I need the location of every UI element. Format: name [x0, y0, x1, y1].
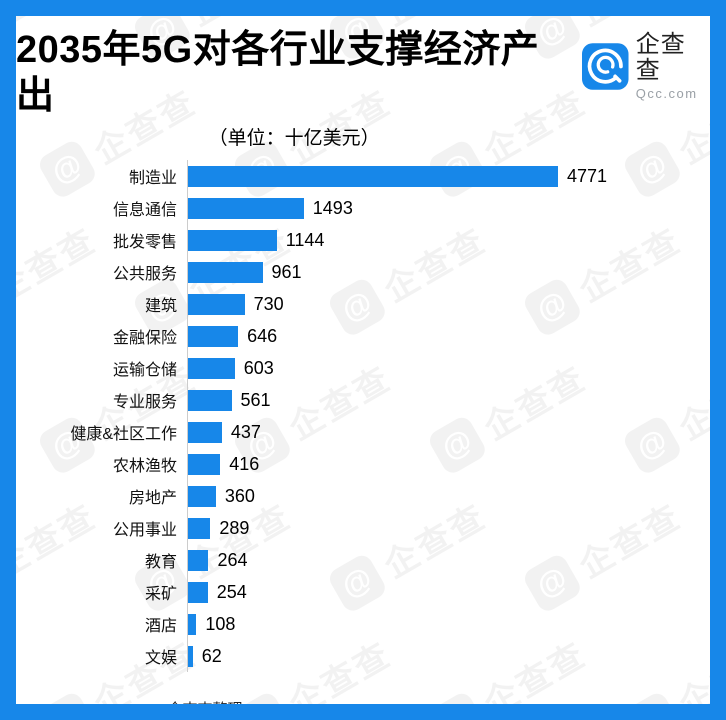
bar: [188, 229, 277, 251]
bar-track: 254: [187, 576, 710, 609]
category-label: 采矿: [144, 586, 177, 604]
value-label: 1493: [312, 197, 353, 218]
value-label: 1144: [285, 229, 325, 250]
bar-row: 建筑 730: [16, 288, 710, 321]
category-label: 金融保险: [112, 330, 177, 348]
bar-track: 730: [187, 288, 710, 321]
value-label: 416: [229, 453, 260, 474]
bar-row: 制造业 4771: [16, 160, 710, 193]
bar: [188, 421, 222, 443]
category-label: 建筑: [144, 298, 177, 316]
category-label: 文娱: [144, 650, 177, 668]
category-label: 农林渔牧: [112, 458, 177, 476]
bar-row: 农林渔牧 416: [16, 448, 710, 481]
bar-row: 酒店 108: [16, 608, 710, 641]
bar: [188, 613, 197, 635]
bar-track: 1144: [187, 224, 710, 257]
category-label: 教育: [144, 554, 177, 572]
bar: [188, 453, 221, 475]
source-note: Source：IHS，企查查整理，2021.02: [65, 698, 710, 704]
bar-row: 公用事业 289: [16, 512, 710, 545]
category-label: 健康&社区工作: [70, 426, 177, 444]
bar-row: 健康&社区工作 437: [16, 416, 710, 449]
bar-row: 批发零售 1144: [16, 224, 710, 257]
value-label: 264: [217, 549, 248, 570]
bar-chart: 制造业 4771 信息通信 1493 批发零售 1144 公共服务 961 建筑 730 金融保险 6…: [16, 160, 710, 673]
bar: [188, 485, 216, 507]
value-label: 561: [240, 389, 271, 410]
bar: [188, 389, 232, 411]
bar-row: 文娱 62: [16, 640, 710, 673]
bar: [188, 549, 209, 571]
category-label: 制造业: [128, 170, 177, 188]
title-block: 2035年5G对各行业支撑经济产出 （单位：十亿美元）: [16, 28, 572, 150]
bar: [188, 517, 211, 539]
bar-track: 360: [187, 480, 710, 513]
bar-track: 646: [187, 320, 710, 353]
bar-row: 信息通信 1493: [16, 192, 710, 225]
bar: [188, 197, 304, 219]
value-label: 437: [230, 421, 261, 442]
bar-row: 运输仓储 603: [16, 352, 710, 385]
bar-track: 108: [187, 608, 710, 641]
header: 2035年5G对各行业支撑经济产出 （单位：十亿美元） 企查查: [16, 28, 710, 150]
bar-row: 公共服务 961: [16, 256, 710, 289]
value-label: 108: [205, 613, 236, 634]
value-label: 646: [247, 325, 278, 346]
bar-track: 1493: [187, 192, 710, 225]
category-label: 房地产: [128, 490, 177, 508]
bar-rows: 制造业 4771 信息通信 1493 批发零售 1144 公共服务 961 建筑 730 金融保险 6…: [16, 160, 710, 673]
value-label: 360: [224, 485, 255, 506]
bar-track: 62: [187, 640, 710, 673]
category-label: 专业服务: [112, 394, 177, 412]
bar: [188, 165, 558, 187]
value-label: 961: [271, 261, 302, 282]
bar: [188, 645, 193, 667]
category-label: 公共服务: [112, 266, 177, 284]
category-label: 运输仓储: [112, 362, 177, 380]
bar-track: 264: [187, 544, 710, 577]
value-label: 603: [243, 357, 274, 378]
bar-row: 专业服务 561: [16, 384, 710, 417]
bar-row: 房地产 360: [16, 480, 710, 513]
category-label: 信息通信: [112, 202, 177, 220]
qcc-logo-name: 企查查: [635, 31, 686, 85]
bar-row: 金融保险 646: [16, 320, 710, 353]
qcc-logo-text: 企查查 Qcc.com: [635, 31, 710, 101]
category-label: 公用事业: [112, 522, 177, 540]
value-label: 62: [201, 645, 222, 666]
bar-track: 961: [187, 256, 710, 289]
category-label: 酒店: [144, 618, 177, 636]
chart-title: 2035年5G对各行业支撑经济产出: [16, 29, 540, 117]
bar: [188, 357, 235, 379]
chart-subtitle: （单位：十亿美元）: [208, 128, 380, 150]
bar: [188, 261, 263, 283]
qcc-logo: 企查查 Qcc.com: [582, 31, 710, 101]
bar-track: 416: [187, 448, 710, 481]
value-label: 254: [216, 581, 247, 602]
bar-track: 4771: [187, 160, 710, 193]
chart-card: @企查查@企查查@企查查@企查查@企查查@企查查@企查查@企查查@企查查@企查查…: [16, 16, 710, 704]
bar: [188, 581, 208, 603]
bar-row: 采矿 254: [16, 576, 710, 609]
category-label: 批发零售: [112, 234, 177, 252]
bar-track: 603: [187, 352, 710, 385]
value-label: 4771: [567, 165, 608, 186]
bar-track: 561: [187, 384, 710, 417]
bar-track: 437: [187, 416, 710, 449]
value-label: 730: [253, 293, 284, 314]
value-label: 289: [219, 517, 250, 538]
bar: [188, 293, 245, 315]
qcc-logo-domain: Qcc.com: [635, 85, 698, 101]
bar: [188, 325, 239, 347]
bar-track: 289: [187, 512, 710, 545]
bar-row: 教育 264: [16, 544, 710, 577]
qcc-logo-icon: [582, 43, 629, 90]
chart-content: 2035年5G对各行业支撑经济产出 （单位：十亿美元） 企查查: [16, 16, 710, 704]
